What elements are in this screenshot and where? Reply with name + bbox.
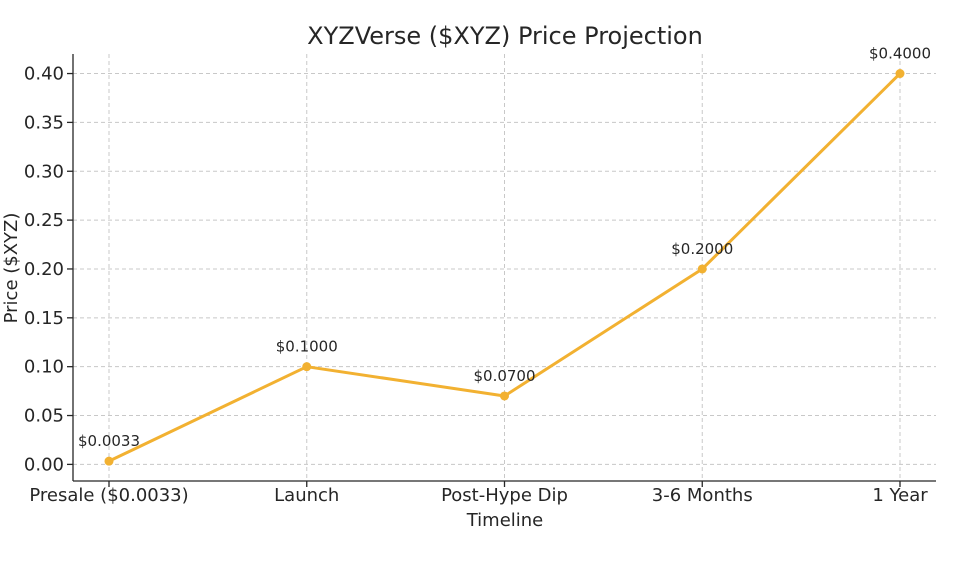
x-axis-ticks: Presale ($0.0033) Launch Post-Hype Dip 3-6 … — [29, 481, 928, 506]
x-tick-label: Launch — [274, 485, 339, 506]
data-point — [104, 456, 114, 466]
series — [104, 69, 905, 466]
data-label: $0.1000 — [276, 338, 338, 356]
data-label: $0.0033 — [78, 432, 140, 450]
x-tick-label: 3-6 Months — [652, 485, 753, 506]
data-label: $0.0700 — [473, 367, 535, 385]
y-tick-label: 0.10 — [24, 357, 64, 378]
y-tick-label: 0.30 — [24, 161, 64, 182]
y-tick-label: 0.15 — [24, 308, 64, 329]
y-tick-label: 0.05 — [24, 406, 64, 427]
y-tick-label: 0.25 — [24, 210, 64, 231]
data-point — [500, 391, 509, 401]
y-tick-label: 0.20 — [24, 259, 64, 280]
y-axis-label: Price ($XYZ) — [1, 213, 22, 324]
y-tick-label: 0.00 — [24, 454, 64, 475]
x-tick-label: Presale ($0.0033) — [29, 485, 188, 506]
y-axis-ticks: 0.00 0.05 0.10 0.15 0.20 0.25 0.30 0.35 0.40 — [24, 64, 73, 475]
x-axis-label: Timeline — [466, 510, 544, 531]
data-point — [302, 362, 312, 372]
x-tick-label: Post-Hype Dip — [441, 485, 568, 506]
data-label: $0.2000 — [671, 240, 733, 258]
data-label: $0.4000 — [869, 45, 931, 63]
y-tick-label: 0.35 — [24, 112, 64, 133]
data-point — [895, 69, 905, 79]
y-tick-label: 0.40 — [24, 64, 64, 85]
chart-title: XYZVerse ($XYZ) Price Projection — [307, 22, 703, 50]
x-tick-label: 1 Year — [872, 485, 928, 506]
data-labels: $0.0033 $0.1000 $0.0700 $0.2000 $0.4000 — [78, 45, 931, 451]
data-point — [697, 264, 707, 274]
